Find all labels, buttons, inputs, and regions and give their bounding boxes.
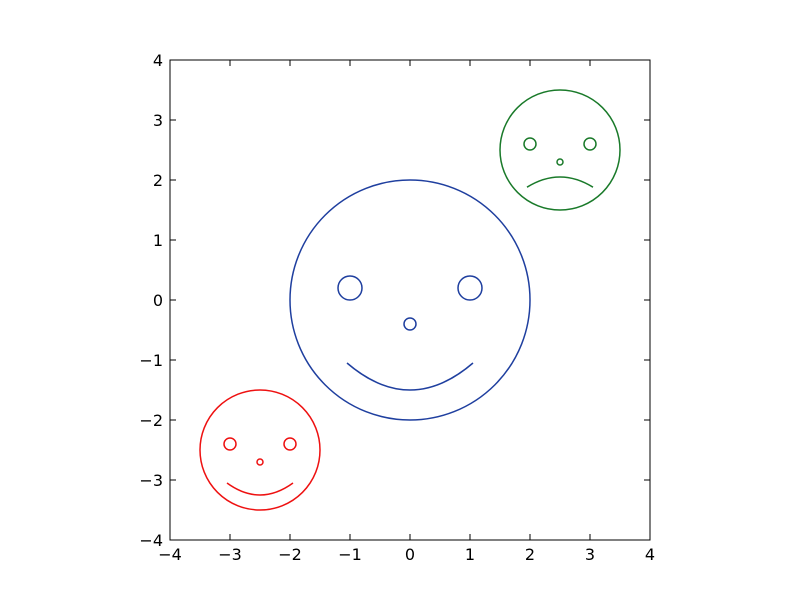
right-eye: [457, 275, 483, 301]
x-tick-label: 4: [645, 545, 655, 564]
y-tick-label: 2: [153, 171, 163, 190]
y-tick-label: −3: [139, 471, 163, 490]
face-1: [289, 179, 531, 421]
y-tick-label: 1: [153, 231, 163, 250]
mouth: [346, 362, 474, 391]
x-tick-label: −4: [158, 545, 182, 564]
y-tick-label: −1: [139, 351, 163, 370]
x-tick-label: −2: [278, 545, 302, 564]
plot-frame: [169, 59, 651, 541]
nose: [556, 158, 564, 166]
x-tick-label: 1: [465, 545, 475, 564]
nose: [403, 317, 417, 331]
y-tick-label: 0: [153, 291, 163, 310]
left-eye: [223, 437, 237, 451]
y-tick-label: −2: [139, 411, 163, 430]
y-tick-label: 3: [153, 111, 163, 130]
x-tick-label: 2: [525, 545, 535, 564]
nose: [256, 458, 264, 466]
left-eye: [337, 275, 363, 301]
right-eye: [583, 137, 597, 151]
y-tick-label: −4: [139, 531, 163, 550]
plot-marks: [199, 89, 621, 511]
left-eye: [523, 137, 537, 151]
x-tick-label: 0: [405, 545, 415, 564]
x-tick-label: −3: [218, 545, 242, 564]
y-tick-label: 4: [153, 51, 163, 70]
face-outline: [199, 389, 321, 511]
face-outline: [289, 179, 531, 421]
x-tick-label: −1: [338, 545, 362, 564]
right-eye: [283, 437, 297, 451]
plot-area: [170, 60, 650, 540]
mouth: [526, 176, 594, 188]
face-outline: [499, 89, 621, 211]
mouth: [226, 482, 294, 496]
face-3: [199, 389, 321, 511]
x-tick-label: 3: [585, 545, 595, 564]
face-2: [499, 89, 621, 211]
